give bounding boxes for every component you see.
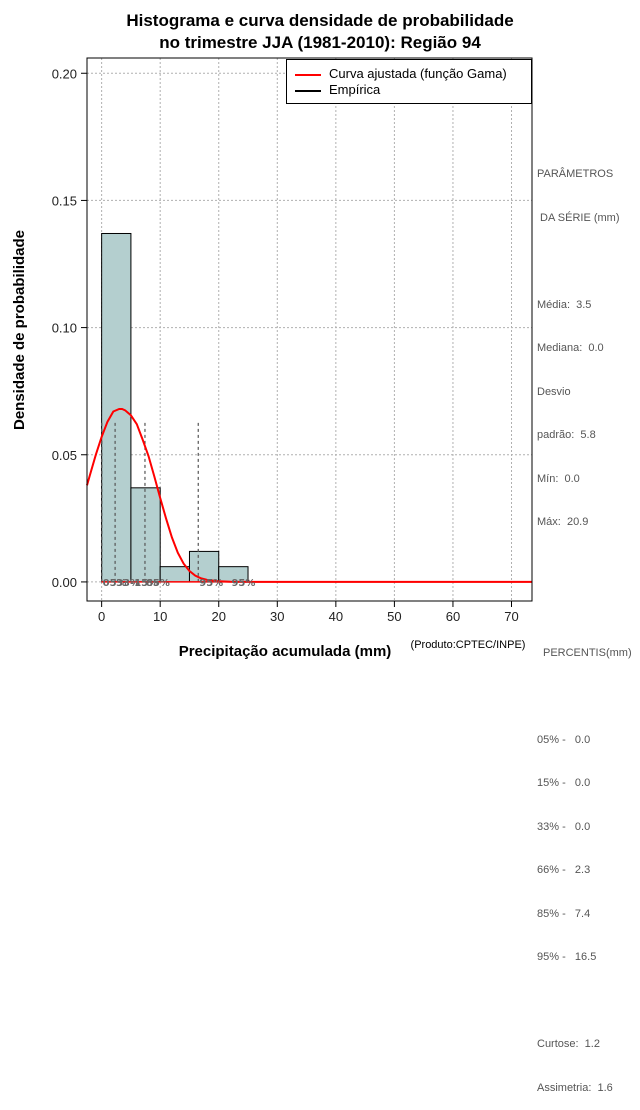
x-tick-label: 30 — [270, 609, 284, 624]
y-tick-label: 0.20 — [52, 66, 77, 81]
percentil-66: 66% - 2.3 — [537, 864, 591, 876]
y-axis-label: Densidade de probabilidade — [11, 230, 28, 430]
stat-mean: Média: 3.5 — [537, 298, 592, 311]
stats-header-unit: DA SÉRIE (mm) — [537, 211, 620, 224]
stat-kurtosis: Curtose: 1.2 — [537, 1038, 600, 1050]
stat-min: Mín: 0.0 — [537, 472, 580, 485]
stat-std-value: padrão: 5.8 — [537, 429, 596, 441]
series-statistics-panel: PARÂMETROS DA SÉRIE (mm) Média: 3.5 Medi… — [537, 138, 637, 1110]
plot-frame — [86, 57, 533, 602]
legend-swatch-empirical — [295, 89, 321, 92]
percentile-label: 33% — [116, 578, 140, 589]
stat-median: Mediana: 0.0 — [537, 342, 604, 354]
x-tick-label: 50 — [387, 609, 401, 624]
percentis-header: PERCENTIS(mm) — [543, 646, 632, 659]
x-axis-label: Precipitação acumulada (mm) — [179, 643, 392, 660]
legend-swatch-curve — [295, 73, 321, 76]
percentil-95: 95% - 16.5 — [537, 951, 597, 963]
stat-std-label: Desvio — [537, 385, 571, 398]
y-tick-label: 0.15 — [52, 193, 77, 208]
fitted-curve-group — [86, 408, 532, 583]
x-tick-label: 70 — [504, 609, 518, 624]
stat-max: Máx: 20.9 — [537, 516, 589, 528]
percentile-markers — [101, 421, 199, 582]
percentile-label: 95% — [199, 578, 223, 589]
x-tick-label: 0 — [98, 609, 105, 624]
x-tick-label: 60 — [446, 609, 460, 624]
x-tick-label: 10 — [153, 609, 167, 624]
product-label: (Produto:CPTEC/INPE) — [411, 639, 526, 651]
stat-skewness: Assimetria: 1.6 — [537, 1081, 613, 1094]
percentile-label: 05% -15% — [103, 578, 159, 589]
x-tick-label: 40 — [329, 609, 343, 624]
chart-title-line-1: Histograma e curva densidade de probabil… — [126, 11, 514, 30]
percentil-33: 33% - 0.0 — [537, 820, 591, 833]
percentil-85: 85% - 7.4 — [537, 907, 591, 920]
legend-item-curve: Curva ajustada (função Gama) — [295, 66, 507, 82]
histogram-chart: 0 10 20 30 40 50 60 70 0.00 0.05 0.10 0.15 0.20 05% … — [11, 57, 533, 660]
percentile-labels: 05% -15%33% 85% 95% 95% — [103, 578, 256, 589]
percentil-05: 05% - 0.0 — [537, 733, 591, 746]
axes: 0 10 20 30 40 50 60 70 0.00 0.05 0.10 0.15 0.20 — [52, 57, 533, 624]
chart-title-line-2: no trimestre JJA (1981-2010): Região 94 — [159, 33, 481, 52]
percentil-15: 15% - 0.0 — [537, 777, 591, 789]
legend-label-curve: Curva ajustada (função Gama) — [329, 66, 507, 81]
legend-item-empirical: Empírica — [295, 82, 380, 98]
x-tick-label: 20 — [212, 609, 226, 624]
legend: Curva ajustada (função Gama) Empírica — [286, 59, 532, 104]
y-tick-label: 0.10 — [52, 321, 77, 336]
percentile-label: 85% — [146, 578, 170, 589]
fitted-curve — [86, 408, 532, 583]
y-tick-label: 0.00 — [52, 575, 77, 590]
histogram-bar — [101, 232, 132, 583]
histogram-bars — [101, 232, 249, 583]
stats-header: PARÂMETROS — [537, 168, 614, 180]
legend-label-empirical: Empírica — [329, 82, 381, 97]
percentile-label: 95% — [231, 578, 255, 589]
y-tick-label: 0.05 — [52, 448, 77, 463]
